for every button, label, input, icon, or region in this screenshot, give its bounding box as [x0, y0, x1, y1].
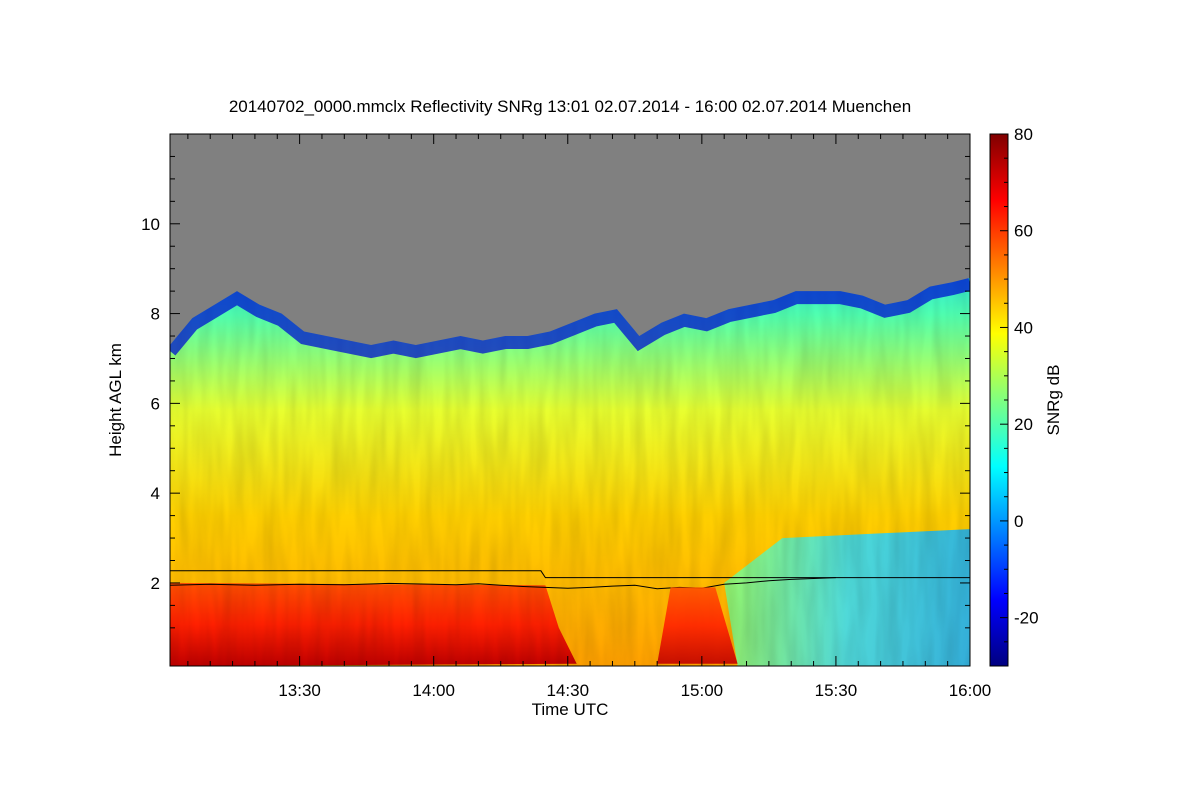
plot-area: [170, 134, 970, 666]
colorbar-tick-label: 20: [1014, 415, 1033, 434]
y-axis-label: Height AGL km: [106, 343, 125, 457]
chart-title: 20140702_0000.mmclx Reflectivity SNRg 13…: [228, 97, 912, 116]
colorbar-tick-label: -20: [1014, 609, 1039, 628]
boundary-line-2: [170, 577, 836, 590]
x-axis: 13:30 14:00 14:30 15:00 15:30 16:00: [187, 134, 992, 700]
y-tick-label: 10: [141, 215, 160, 234]
colorbar-tick-label: 40: [1014, 318, 1033, 337]
high-reflectivity-column: [657, 587, 738, 664]
boundary-line-1: [170, 570, 970, 579]
colorbar-tick-label: 0: [1014, 512, 1023, 531]
x-axis-label: Time UTC: [532, 700, 609, 719]
y-tick-label: 8: [151, 305, 160, 324]
y-tick-label: 4: [151, 484, 160, 503]
colorbar-axis: -20 0 20 40 60 80: [1000, 125, 1039, 667]
colorbar-tick-label: 60: [1014, 222, 1033, 241]
x-tick-label: 15:30: [815, 681, 858, 700]
colorbar-tick-label: 80: [1014, 125, 1033, 144]
x-tick-label: 13:30: [278, 681, 321, 700]
colorbar-label: SNRg dB: [1044, 365, 1063, 436]
y-axis: 2 4 6 8 10: [141, 155, 970, 629]
y-tick-label: 2: [151, 574, 160, 593]
x-tick-label: 16:00: [949, 681, 992, 700]
x-tick-label: 14:00: [412, 681, 455, 700]
echo-top-edge: [170, 276, 970, 359]
x-tick-label: 15:00: [681, 681, 724, 700]
y-tick-label: 6: [151, 394, 160, 413]
x-tick-label: 14:30: [546, 681, 589, 700]
plot-frame: [169, 133, 971, 667]
boundary-lines: [170, 570, 970, 590]
no-signal-region: [170, 134, 970, 345]
